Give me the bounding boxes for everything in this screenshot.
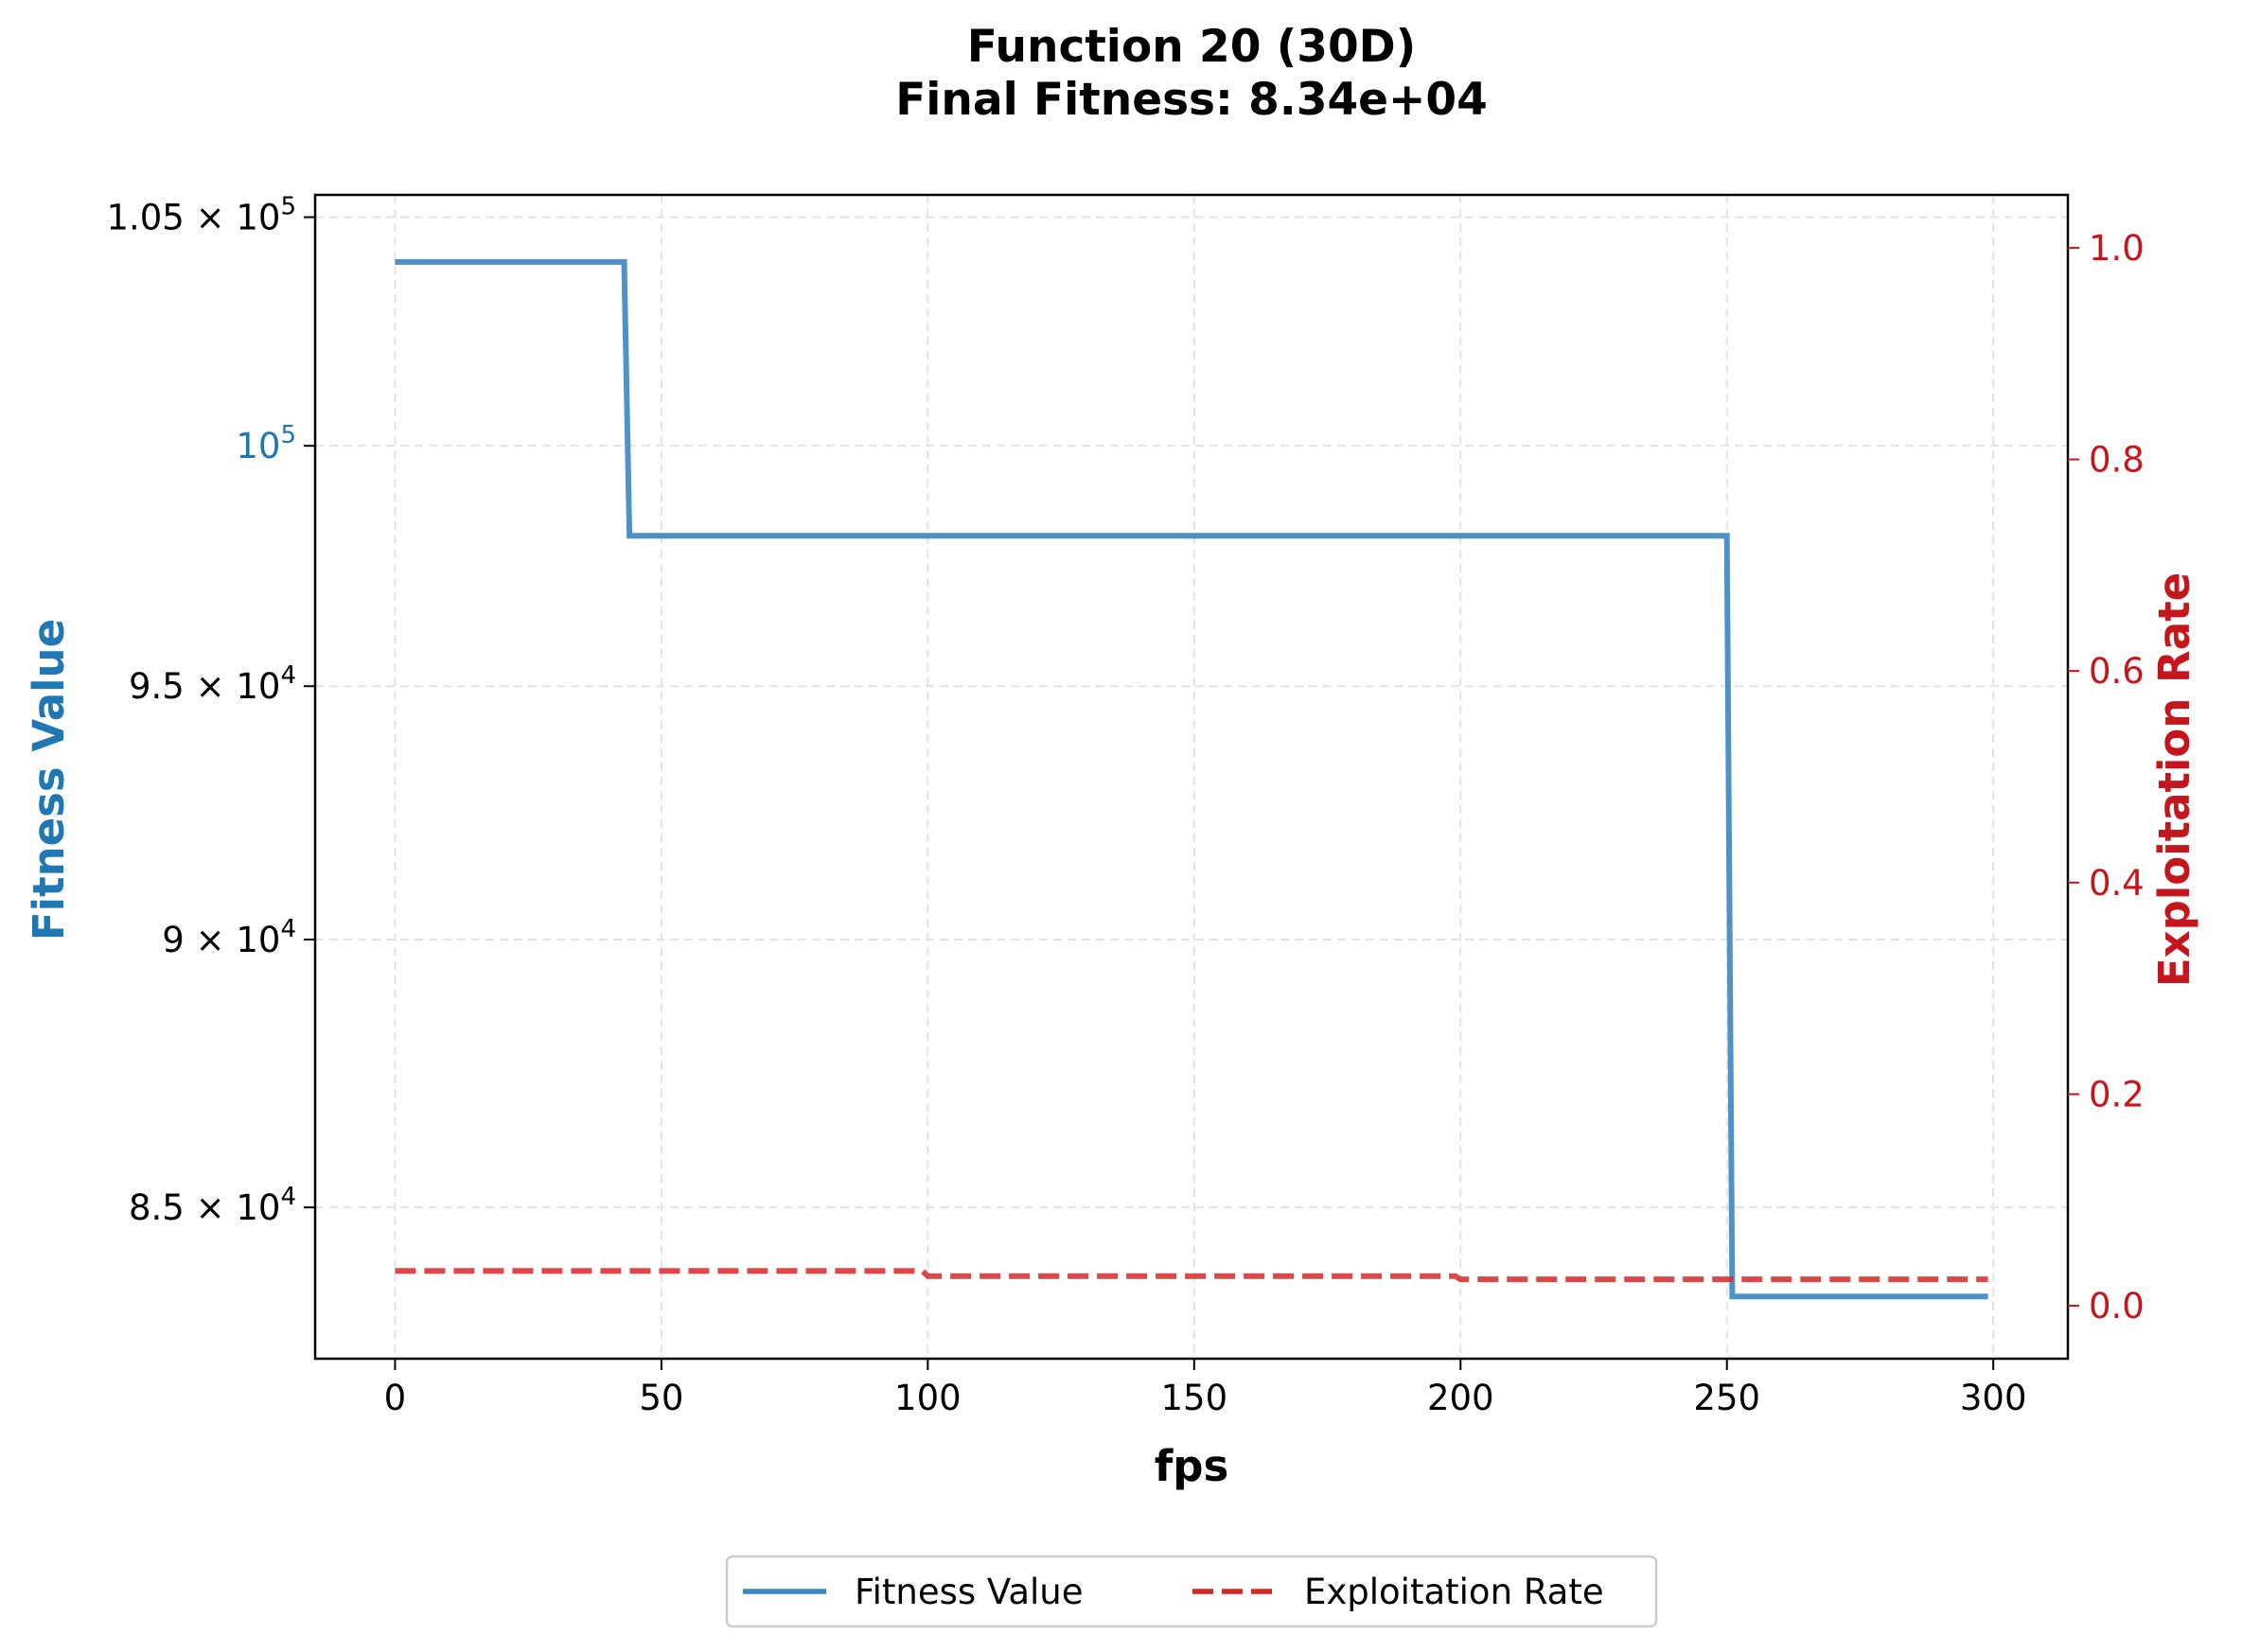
legend-label-exploitation: Exploitation Rate <box>1304 1572 1604 1612</box>
left-tick-label: 105 <box>236 421 296 466</box>
grid-lines <box>315 195 2068 1359</box>
x-tick-label: 100 <box>894 1378 962 1418</box>
x-tick-label: 50 <box>639 1378 683 1418</box>
right-axis-label: Exploitation Rate <box>2149 572 2199 987</box>
right-tick-label: 0.2 <box>2089 1074 2145 1115</box>
x-tick-label: 250 <box>1693 1378 1760 1418</box>
right-tick-label: 0.6 <box>2089 651 2145 692</box>
chart-title: Function 20 (30D) <box>967 21 1416 73</box>
legend-box <box>725 1555 1658 1628</box>
right-tick-label: 0.4 <box>2089 863 2145 904</box>
legend: Fitness Value Exploitation Rate <box>725 1555 1658 1628</box>
x-tick-label: 300 <box>1960 1378 2027 1418</box>
series-layer <box>395 258 1988 1300</box>
left-tick-label: 9 × 104 <box>162 915 296 960</box>
legend-label-fitness: Fitness Value <box>855 1572 1084 1612</box>
x-axis-ticks: 0 50 100 150 200 250 300 <box>384 1359 2027 1418</box>
left-tick-label: 8.5 × 104 <box>129 1183 296 1228</box>
chart-subtitle: Final Fitness: 8.34e+04 <box>895 74 1488 126</box>
x-tick-label: 150 <box>1161 1378 1228 1418</box>
exploitation-rate-line <box>395 1268 1988 1283</box>
x-axis-label: fps <box>1155 1441 1229 1491</box>
left-axis-label: Fitness Value <box>24 619 74 940</box>
fitness-value-line <box>395 258 1988 1300</box>
x-tick-label: 200 <box>1427 1378 1494 1418</box>
right-axis-ticks: 0.0 0.2 0.4 0.6 0.8 1.0 <box>2068 228 2145 1327</box>
x-tick-label: 0 <box>384 1378 407 1418</box>
left-tick-label: 9.5 × 104 <box>129 661 296 707</box>
right-tick-label: 0.0 <box>2089 1286 2145 1327</box>
left-axis-ticks: 1.05 × 105 105 9.5 × 104 9 × 104 8.5 × 104 <box>106 193 315 1228</box>
left-tick-label: 1.05 × 105 <box>106 193 296 238</box>
right-tick-label: 0.8 <box>2089 440 2145 481</box>
right-tick-label: 1.0 <box>2089 228 2145 269</box>
plot-frame <box>313 193 2070 1361</box>
